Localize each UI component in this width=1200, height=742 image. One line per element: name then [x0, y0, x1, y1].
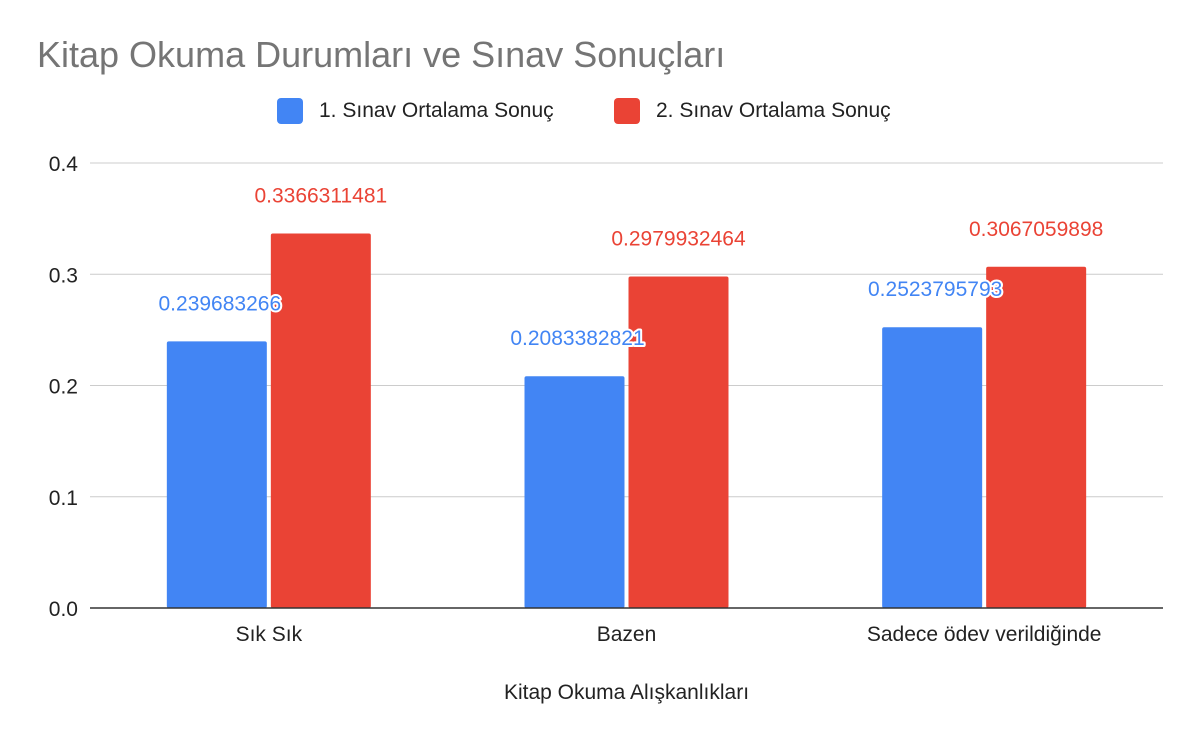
x-tick-label: Sık Sık [236, 623, 303, 646]
x-axis-title: Kitap Okuma Alışkanlıkları [504, 681, 749, 704]
x-tick-label: Sadece ödev verildiğinde [867, 623, 1102, 646]
data-label-series-1-1: 0.239683266 [159, 292, 282, 315]
bar-series-2-1[interactable] [270, 233, 371, 608]
data-labels: 0.239683266 0.3366311481 0.2083382821 0.297… [157, 182, 1106, 352]
bars [166, 233, 1087, 608]
bar-series-1-2[interactable] [524, 376, 625, 608]
x-tick-label: Bazen [597, 623, 657, 646]
bar-series-2-3[interactable] [986, 266, 1087, 608]
y-tick-label: 0.3 [49, 264, 78, 287]
data-label-series-2-2: 0.2979932464 [611, 227, 746, 250]
y-tick-label: 0.2 [49, 376, 78, 399]
legend-label-series-1: 1. Sınav Ortalama Sonuç [319, 99, 554, 122]
chart-title: Kitap Okuma Durumları ve Sınav Sonuçları [37, 34, 726, 75]
legend-item-series-2[interactable]: 2. Sınav Ortalama Sonuç [614, 98, 891, 124]
bar-series-1-3[interactable] [882, 327, 983, 608]
data-label-series-2-3: 0.3067059898 [969, 218, 1103, 241]
x-axis-tick-labels: Sık Sık Bazen Sadece ödev verildiğinde [236, 623, 1102, 646]
data-label-series-2-1: 0.3366311481 [254, 184, 387, 207]
y-axis-tick-labels: 0.0 0.1 0.2 0.3 0.4 [49, 153, 79, 621]
legend-item-series-1[interactable]: 1. Sınav Ortalama Sonuç [277, 98, 554, 124]
legend-swatch-series-2 [614, 98, 640, 124]
y-tick-label: 0.0 [49, 598, 78, 621]
bar-series-1-1[interactable] [166, 341, 267, 608]
y-tick-label: 0.1 [49, 487, 78, 510]
legend-label-series-2: 2. Sınav Ortalama Sonuç [656, 99, 891, 122]
y-tick-label: 0.4 [49, 153, 79, 176]
data-label-series-1-2: 0.2083382821 [510, 327, 644, 350]
legend: 1. Sınav Ortalama Sonuç 2. Sınav Ortalam… [0, 98, 1200, 128]
data-label-series-1-3: 0.2523795793 [868, 278, 1002, 301]
gridlines [90, 162, 1163, 498]
legend-swatch-series-1 [277, 98, 303, 124]
bar-series-2-2[interactable] [628, 276, 729, 608]
